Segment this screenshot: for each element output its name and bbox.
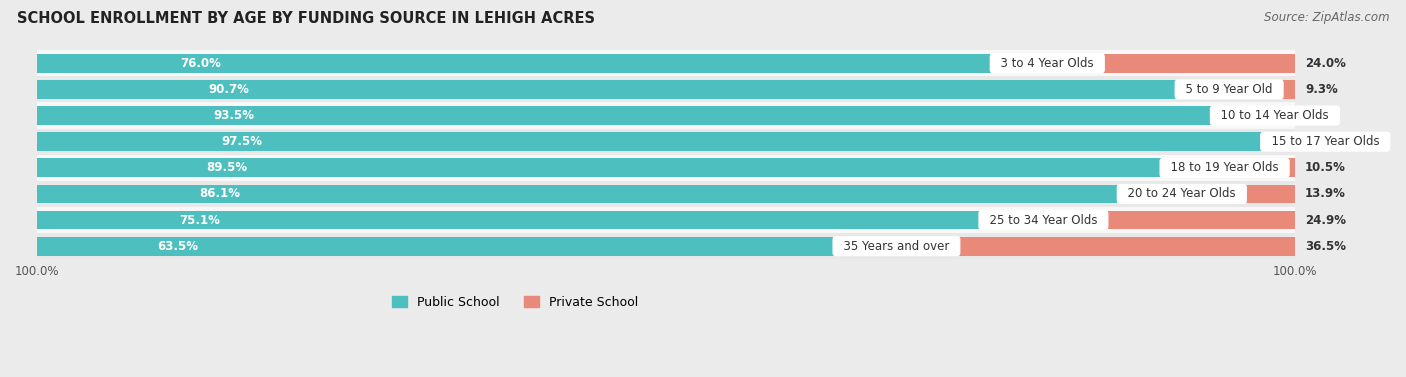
Legend: Public School, Private School: Public School, Private School — [387, 291, 644, 314]
Text: 10 to 14 Year Olds: 10 to 14 Year Olds — [1213, 109, 1337, 122]
Bar — [1213, 106, 1295, 125]
Text: 13.9%: 13.9% — [1305, 187, 1346, 201]
Bar — [993, 54, 1295, 73]
Text: 15 to 17 Year Olds: 15 to 17 Year Olds — [1264, 135, 1386, 148]
Bar — [1163, 158, 1295, 177]
Bar — [37, 211, 981, 230]
Bar — [37, 158, 1163, 177]
Bar — [37, 129, 1295, 155]
Text: 36.5%: 36.5% — [1305, 240, 1346, 253]
Text: SCHOOL ENROLLMENT BY AGE BY FUNDING SOURCE IN LEHIGH ACRES: SCHOOL ENROLLMENT BY AGE BY FUNDING SOUR… — [17, 11, 595, 26]
Bar — [37, 80, 1178, 99]
Text: 89.5%: 89.5% — [207, 161, 247, 174]
Text: 63.5%: 63.5% — [157, 240, 198, 253]
Bar — [1121, 185, 1295, 203]
Bar — [37, 132, 1264, 151]
Text: 35 Years and over: 35 Years and over — [837, 240, 957, 253]
Text: 24.0%: 24.0% — [1305, 57, 1346, 70]
Text: 18 to 19 Year Olds: 18 to 19 Year Olds — [1163, 161, 1286, 174]
Text: 5 to 9 Year Old: 5 to 9 Year Old — [1178, 83, 1279, 96]
Text: 9.3%: 9.3% — [1305, 83, 1339, 96]
Bar — [37, 207, 1295, 233]
Bar — [837, 237, 1295, 256]
Text: 76.0%: 76.0% — [180, 57, 222, 70]
Bar — [37, 103, 1295, 129]
Text: 10.5%: 10.5% — [1305, 161, 1346, 174]
Bar — [37, 233, 1295, 259]
Bar — [37, 50, 1295, 77]
Text: 3 to 4 Year Olds: 3 to 4 Year Olds — [993, 57, 1101, 70]
Text: 2.5%: 2.5% — [1305, 135, 1339, 148]
Bar — [1178, 80, 1295, 99]
Bar — [1264, 132, 1295, 151]
Text: 25 to 34 Year Olds: 25 to 34 Year Olds — [981, 214, 1105, 227]
Text: Source: ZipAtlas.com: Source: ZipAtlas.com — [1264, 11, 1389, 24]
Text: 20 to 24 Year Olds: 20 to 24 Year Olds — [1121, 187, 1243, 201]
Bar — [37, 54, 993, 73]
Bar — [981, 211, 1295, 230]
Bar — [37, 106, 1213, 125]
Bar — [37, 237, 837, 256]
Text: 75.1%: 75.1% — [179, 214, 219, 227]
Bar — [37, 185, 1121, 203]
Text: 90.7%: 90.7% — [208, 83, 249, 96]
Text: 6.5%: 6.5% — [1305, 109, 1339, 122]
Bar — [37, 155, 1295, 181]
Bar — [37, 181, 1295, 207]
Text: 93.5%: 93.5% — [214, 109, 254, 122]
Bar — [37, 77, 1295, 103]
Text: 24.9%: 24.9% — [1305, 214, 1346, 227]
Text: 97.5%: 97.5% — [221, 135, 262, 148]
Text: 86.1%: 86.1% — [200, 187, 240, 201]
